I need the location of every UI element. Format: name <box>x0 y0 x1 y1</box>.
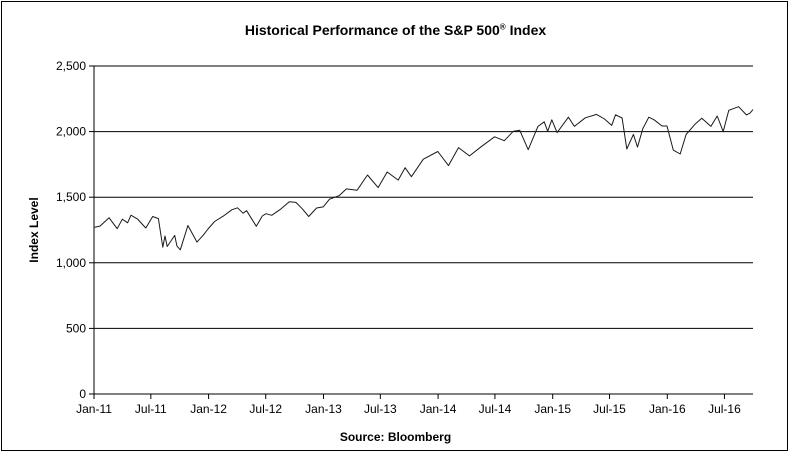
x-tick-label: Jul-15 <box>593 402 626 416</box>
y-tick-label: 0 <box>79 387 86 401</box>
x-tick-label: Jan-12 <box>190 402 227 416</box>
series-line <box>94 106 754 251</box>
series-group <box>94 106 754 251</box>
title-registered-mark: ® <box>499 22 506 32</box>
y-tick-label: 2,500 <box>56 59 86 73</box>
x-tick-label: Jan-16 <box>649 402 686 416</box>
gridlines <box>94 65 753 329</box>
axes <box>93 66 753 395</box>
y-tick-label: 1,500 <box>56 190 86 204</box>
x-ticks: Jan-11 Jul-11 Jan-12 Jul-12 Jan-13 Jul-13 Jan-… <box>76 394 741 416</box>
x-tick-label: Jan-14 <box>420 402 457 416</box>
y-ticks: 0 500 1,000 1,500 2,000 2,500 <box>56 59 94 401</box>
y-tick-label: 1,000 <box>56 256 86 270</box>
x-tick-label: Jul-13 <box>364 402 397 416</box>
x-tick-label: Jul-11 <box>135 402 167 416</box>
x-tick-label: Jul-12 <box>249 402 282 416</box>
x-tick-label: Jan-11 <box>76 402 112 416</box>
source-note: Source: Bloomberg <box>339 430 452 444</box>
x-tick-label: Jul-14 <box>479 402 512 416</box>
chart-title: Historical Performance of the S&P 500® I… <box>244 22 547 38</box>
x-tick-label: Jan-13 <box>305 402 342 416</box>
y-tick-label: 500 <box>66 321 86 335</box>
x-tick-label: Jan-15 <box>534 402 571 416</box>
y-tick-label: 2,000 <box>56 125 86 139</box>
x-tick-label: Jul-16 <box>708 402 741 416</box>
